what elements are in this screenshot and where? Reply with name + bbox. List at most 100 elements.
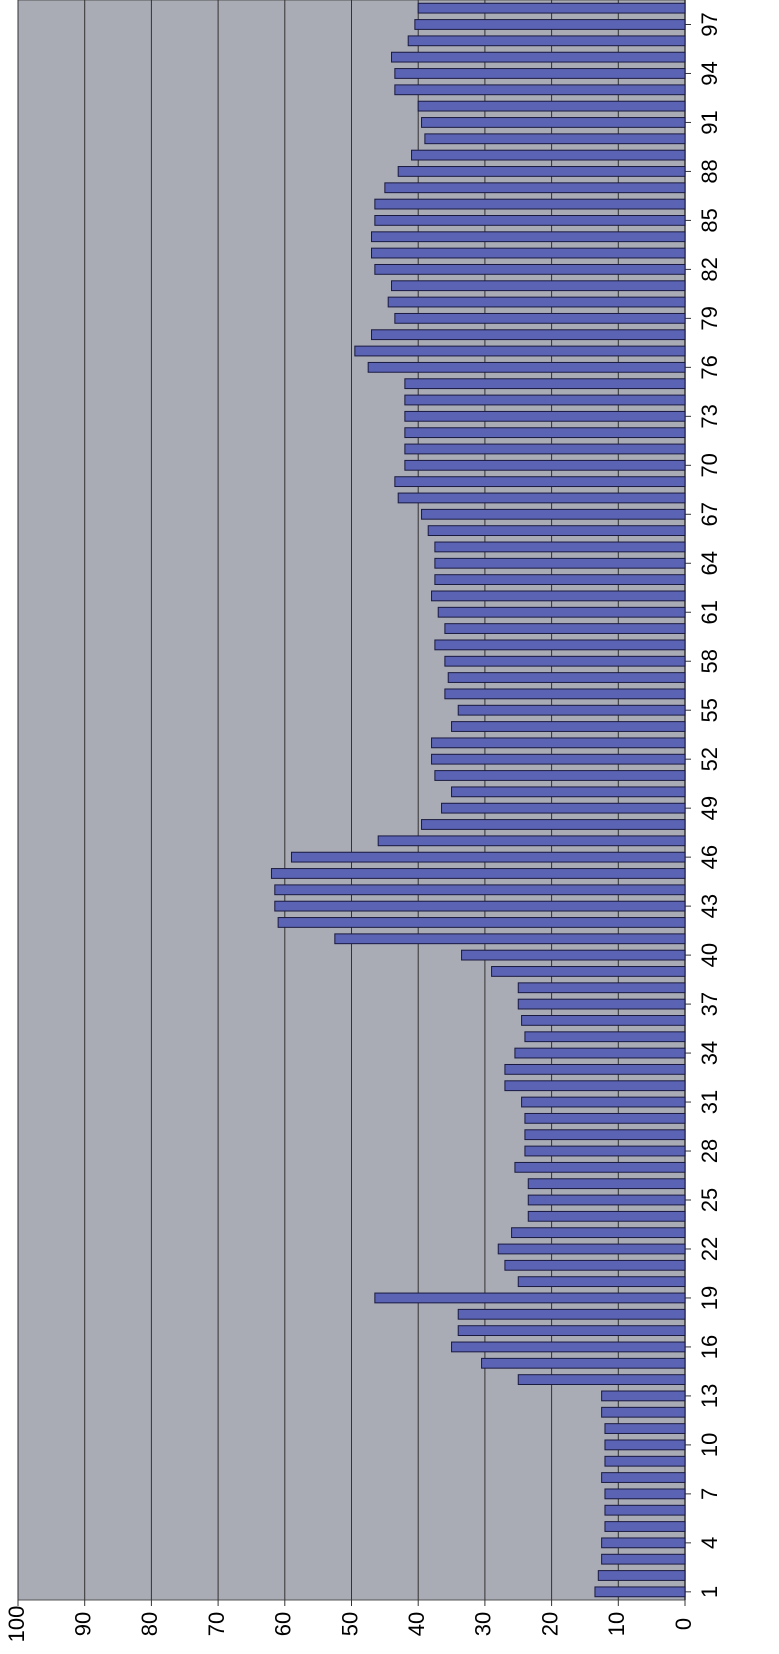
category-label: 46 — [697, 845, 722, 869]
value-tick-label: 20 — [537, 1612, 562, 1636]
bar — [397, 492, 686, 504]
bar — [417, 2, 686, 14]
bar — [521, 1096, 686, 1108]
bar — [504, 1259, 686, 1271]
bar — [527, 1210, 686, 1222]
bar — [371, 231, 686, 243]
bar — [451, 786, 686, 798]
category-label: 58 — [697, 649, 722, 673]
bar — [421, 819, 686, 830]
bar — [444, 655, 686, 667]
category-label: 10 — [697, 1433, 722, 1457]
bar — [377, 835, 686, 847]
category-label: 22 — [697, 1237, 722, 1261]
bar — [367, 361, 686, 373]
bar — [601, 1553, 686, 1565]
category-label: 97 — [697, 12, 722, 36]
category-label: 16 — [697, 1335, 722, 1359]
bar — [417, 100, 686, 112]
category-label: 1 — [697, 1586, 722, 1598]
value-tick-label: 70 — [204, 1612, 229, 1636]
bar — [604, 1488, 686, 1500]
category-label: 85 — [697, 208, 722, 232]
bar — [504, 1063, 686, 1075]
bar — [511, 1227, 686, 1239]
bar — [517, 1276, 686, 1288]
bar — [371, 247, 686, 259]
category-label: 88 — [697, 159, 722, 183]
bar — [374, 215, 686, 226]
bar — [524, 1129, 686, 1141]
category-label: 13 — [697, 1384, 722, 1408]
category-label: 37 — [697, 992, 722, 1016]
bar — [431, 737, 686, 749]
category-label: 25 — [697, 1188, 722, 1212]
bar — [457, 704, 686, 716]
bar — [427, 525, 686, 537]
bar — [434, 541, 686, 553]
bar — [434, 557, 686, 569]
category-label: 55 — [697, 698, 722, 722]
bar — [504, 1080, 686, 1092]
bar — [457, 1308, 686, 1320]
bar — [404, 443, 686, 455]
bar — [527, 1178, 686, 1190]
bar — [604, 1455, 686, 1467]
value-tick-label: 50 — [337, 1612, 362, 1636]
bar — [394, 312, 686, 324]
bar — [354, 345, 686, 357]
bar — [451, 1341, 686, 1353]
bar — [421, 117, 686, 128]
bar — [451, 721, 686, 732]
bar — [397, 166, 686, 177]
bar — [290, 851, 686, 863]
bar — [517, 1374, 686, 1385]
value-tick-label: 30 — [471, 1612, 496, 1636]
bar — [604, 1521, 686, 1532]
bar — [404, 427, 686, 439]
bar — [497, 1243, 686, 1255]
bar — [601, 1537, 686, 1549]
bar — [434, 574, 686, 585]
category-label: 70 — [697, 453, 722, 477]
value-tick-label: 10 — [604, 1612, 629, 1636]
bar — [441, 802, 686, 814]
bar — [431, 753, 686, 765]
bar — [274, 900, 686, 912]
value-tick-label: 80 — [137, 1612, 162, 1636]
category-label: 34 — [697, 1041, 722, 1065]
bar — [374, 263, 686, 275]
value-tick-label: 0 — [671, 1618, 696, 1630]
bar — [434, 770, 686, 781]
bar — [524, 1031, 686, 1043]
value-tick-label: 100 — [4, 1606, 29, 1643]
bar — [491, 966, 686, 977]
category-label: 52 — [697, 747, 722, 771]
bar — [434, 639, 686, 651]
category-label: 4 — [697, 1537, 722, 1549]
bar — [514, 1047, 686, 1059]
category-label: 67 — [697, 502, 722, 526]
bar — [404, 410, 686, 422]
value-tick-label: 40 — [404, 1612, 429, 1636]
category-label: 79 — [697, 306, 722, 330]
bar — [270, 868, 686, 879]
category-label: 76 — [697, 355, 722, 379]
bar — [407, 35, 686, 47]
bar — [404, 394, 686, 406]
bar — [394, 84, 686, 96]
bar — [391, 280, 686, 292]
bar — [424, 133, 686, 145]
value-tick-label: 60 — [271, 1612, 296, 1636]
bar — [594, 1586, 686, 1598]
value-tick-label: 90 — [71, 1612, 96, 1636]
category-label: 40 — [697, 943, 722, 967]
category-label: 73 — [697, 404, 722, 428]
bar — [421, 508, 686, 520]
bar — [514, 1161, 686, 1173]
bar — [404, 459, 686, 471]
bar — [461, 949, 686, 961]
category-label: 19 — [697, 1286, 722, 1310]
bar — [457, 1325, 686, 1337]
